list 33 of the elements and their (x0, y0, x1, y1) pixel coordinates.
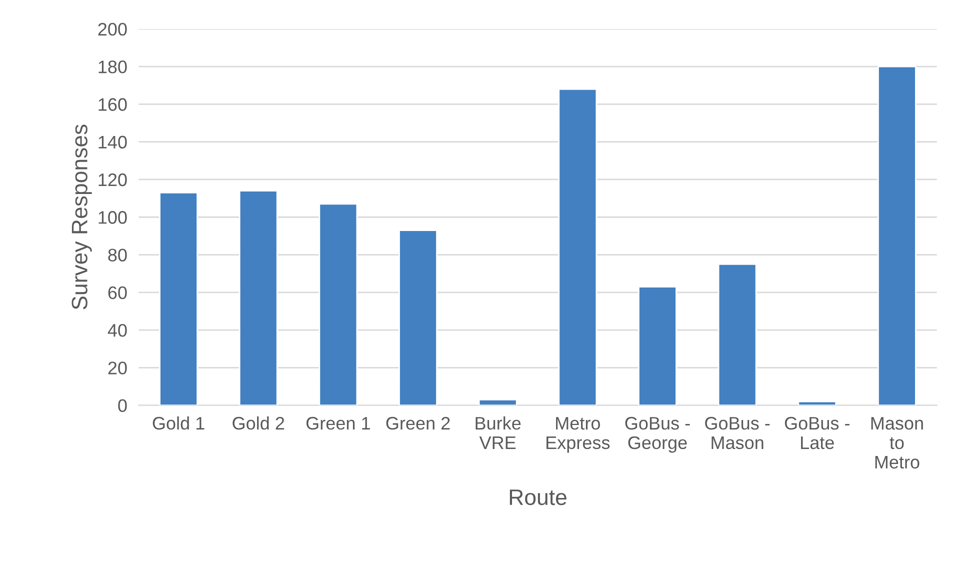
bar (478, 398, 518, 406)
x-axis-title: Route (510, 490, 566, 506)
x-tick-label: GoBus - George (625, 416, 690, 453)
x-tick-label: Mason to Metro (871, 417, 923, 469)
x-tick-label: Burke VRE (476, 416, 521, 449)
bar (558, 88, 598, 406)
x-tick-label: Metro Express (546, 417, 610, 453)
x-tick-label: Green 2 (386, 416, 450, 430)
bar (718, 263, 757, 406)
bar (159, 192, 198, 406)
y-tick-label: 40 (108, 324, 127, 337)
y-tick-label: 180 (98, 60, 127, 74)
x-tick-label: GoBus - Mason (705, 416, 770, 450)
y-tick-label: 20 (108, 362, 127, 374)
bar (398, 230, 438, 406)
x-tick-label: GoBus - Late (784, 416, 850, 450)
bar (798, 400, 837, 406)
bar (238, 190, 278, 406)
bar (878, 66, 916, 406)
y-tick-label: 140 (98, 136, 127, 149)
y-tick-label: 160 (98, 98, 127, 111)
bar (638, 286, 677, 406)
bar (318, 203, 358, 406)
y-tick-label: 60 (108, 286, 127, 300)
x-tick-label: Green 1 (306, 416, 370, 430)
y-tick-label: 120 (98, 173, 127, 186)
y-tick-label: 100 (98, 211, 127, 224)
x-tick-label: Gold 1 (152, 416, 204, 430)
y-tick-label: 80 (108, 248, 127, 262)
x-tick-label: Gold 2 (232, 416, 284, 430)
y-axis-title: Survey Responses (72, 124, 92, 310)
y-tick-label: 200 (98, 22, 127, 36)
y-tick-label: 0 (118, 399, 127, 412)
